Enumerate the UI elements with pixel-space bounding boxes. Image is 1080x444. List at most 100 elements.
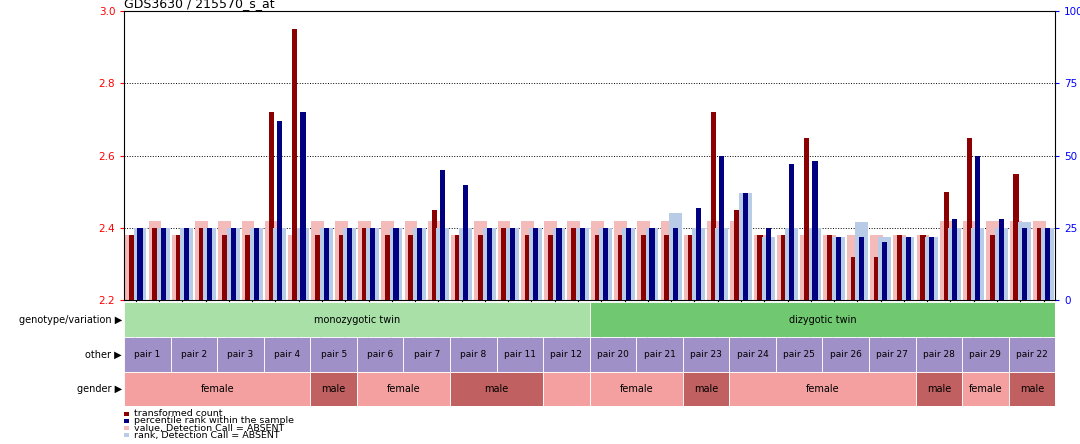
Text: pair 3: pair 3 <box>228 350 254 359</box>
Bar <box>207 228 213 300</box>
Text: pair 27: pair 27 <box>876 350 908 359</box>
Text: transformed count: transformed count <box>134 409 222 418</box>
Bar <box>571 228 577 300</box>
Bar <box>739 193 752 300</box>
Bar <box>591 221 604 300</box>
Bar <box>553 228 565 300</box>
Bar <box>556 228 562 300</box>
Bar <box>878 237 891 300</box>
Bar <box>300 112 306 300</box>
Bar <box>180 228 193 300</box>
Bar <box>357 221 370 300</box>
Bar <box>940 221 953 300</box>
Bar <box>626 228 632 300</box>
Bar <box>646 228 659 300</box>
Text: GDS3630 / 215570_s_at: GDS3630 / 215570_s_at <box>124 0 274 10</box>
Bar <box>874 257 879 300</box>
Bar <box>999 219 1003 300</box>
Bar <box>637 221 650 300</box>
Bar <box>510 228 515 300</box>
Bar <box>730 221 743 300</box>
Bar <box>1013 174 1018 300</box>
Bar <box>440 170 445 300</box>
Bar <box>218 221 231 300</box>
Bar <box>265 221 278 300</box>
Bar <box>507 228 518 300</box>
Bar <box>766 228 771 300</box>
Bar <box>203 228 216 300</box>
Text: male: male <box>485 384 509 394</box>
Bar <box>688 235 692 300</box>
Bar <box>683 372 729 406</box>
Bar <box>134 228 147 300</box>
Text: male: male <box>322 384 346 394</box>
Bar <box>599 228 612 300</box>
Bar <box>590 372 683 406</box>
Bar <box>673 228 678 300</box>
Bar <box>580 228 584 300</box>
Bar <box>948 228 961 300</box>
Bar <box>548 235 553 300</box>
Bar <box>916 337 962 372</box>
Text: pair 2: pair 2 <box>181 350 207 359</box>
Bar <box>649 228 654 300</box>
Text: other ▶: other ▶ <box>85 349 122 359</box>
Bar <box>338 235 343 300</box>
Bar <box>986 221 999 300</box>
Bar <box>800 235 813 300</box>
Text: pair 23: pair 23 <box>690 350 723 359</box>
Text: pair 7: pair 7 <box>414 350 440 359</box>
Bar <box>897 235 902 300</box>
Bar <box>124 302 590 337</box>
Bar <box>1041 228 1054 300</box>
Text: value, Detection Call = ABSENT: value, Detection Call = ABSENT <box>134 424 284 432</box>
Bar <box>242 221 255 300</box>
Bar <box>356 372 450 406</box>
Bar <box>1022 228 1027 300</box>
Text: pair 12: pair 12 <box>551 350 582 359</box>
Bar <box>428 221 441 300</box>
Bar <box>905 237 910 300</box>
Bar <box>405 221 417 300</box>
Bar <box>963 221 976 300</box>
Bar <box>529 228 542 300</box>
Text: pair 24: pair 24 <box>737 350 769 359</box>
Bar <box>924 237 937 300</box>
Text: pair 8: pair 8 <box>460 350 486 359</box>
Bar <box>812 162 818 300</box>
Bar <box>683 337 729 372</box>
Bar <box>463 185 469 300</box>
Bar <box>450 337 497 372</box>
Bar <box>534 228 538 300</box>
Bar <box>1032 221 1045 300</box>
Bar <box>962 337 1009 372</box>
Bar <box>498 221 511 300</box>
Bar <box>618 235 623 300</box>
Bar <box>124 372 310 406</box>
Text: pair 25: pair 25 <box>783 350 815 359</box>
Bar <box>944 192 949 300</box>
Bar <box>278 121 282 300</box>
Text: genotype/variation ▶: genotype/variation ▶ <box>18 315 122 325</box>
Bar <box>450 372 543 406</box>
Bar <box>664 235 670 300</box>
Bar <box>785 228 798 300</box>
Bar <box>967 138 972 300</box>
Bar <box>356 337 404 372</box>
Bar <box>487 228 491 300</box>
Bar <box>734 210 740 300</box>
Bar <box>990 235 996 300</box>
Bar <box>972 228 984 300</box>
Bar <box>217 337 264 372</box>
Text: pair 6: pair 6 <box>367 350 393 359</box>
Bar <box>474 221 487 300</box>
Text: percentile rank within the sample: percentile rank within the sample <box>134 416 294 425</box>
Bar <box>297 228 309 300</box>
Bar <box>696 208 701 300</box>
Bar <box>362 228 367 300</box>
Bar <box>149 221 161 300</box>
Bar <box>381 221 394 300</box>
Bar <box>310 372 356 406</box>
Bar <box>576 228 589 300</box>
Bar <box>521 221 534 300</box>
